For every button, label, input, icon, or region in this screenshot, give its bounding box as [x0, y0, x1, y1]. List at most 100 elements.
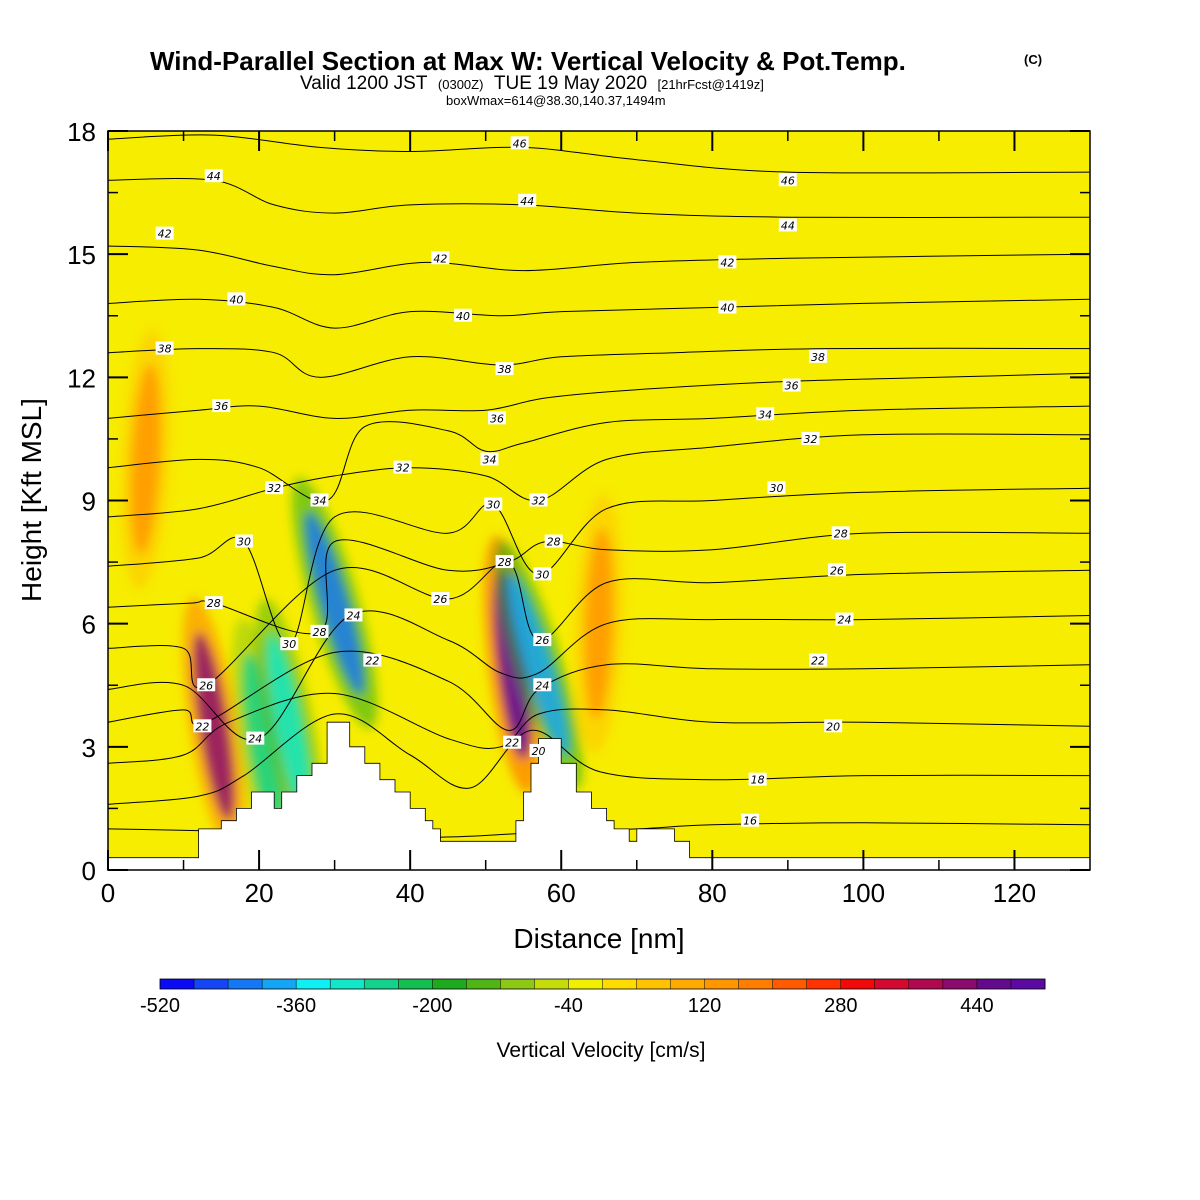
velocity-cell-2 [266, 633, 313, 820]
contour-label-43: 20 [824, 719, 843, 733]
colorbar-swatch [500, 979, 535, 989]
contour-label-bg [518, 193, 537, 207]
colorbar-swatch [194, 979, 229, 989]
contour-label-bg [778, 173, 797, 187]
x-tick-label: 120 [993, 878, 1036, 908]
contour-label-15: 36 [212, 399, 231, 413]
colorbar-swatch [398, 979, 433, 989]
contour-labels: 44 46 46 42 44 44 42 42 40 40 40 38 38 38 36 36 34 36 32 34… [155, 136, 854, 828]
valid-date: TUE 19 May 2020 [494, 73, 647, 94]
y-tick-label: 6 [82, 610, 96, 640]
contour-label-2: 46 [778, 173, 797, 187]
contour-label-22: 30 [767, 481, 786, 495]
contour-label-text: 36 [214, 400, 228, 413]
colorbar-swatch [772, 979, 808, 989]
contour-label-text: 28 [313, 626, 327, 639]
contour-label-text: 22 [505, 737, 519, 750]
contour-label-text: 22 [811, 655, 825, 668]
velocity-cell-6 [584, 528, 614, 719]
contour-label-text: 32 [804, 433, 818, 446]
contour-label-49: 16 [741, 813, 760, 828]
contour-label-bg [529, 493, 548, 507]
colorbar-tick-label: -520 [140, 995, 180, 1017]
contour-label-bg [155, 341, 174, 355]
contour-label-38: 26 [533, 633, 552, 647]
contour-label-26: 28 [831, 526, 850, 540]
box-info: boxWmax=614@38.30,140.37,1494m [446, 93, 666, 108]
contour-label-bg [488, 411, 507, 425]
contour-label-45: 24 [246, 731, 265, 746]
contour-label-46: 22 [503, 735, 522, 750]
y-tick-label: 9 [82, 487, 96, 517]
contour-label-bg [454, 308, 473, 322]
contour-label-40: 22 [809, 653, 828, 668]
contour-label-bg [310, 624, 329, 638]
plot-area: 44 46 46 42 44 44 42 42 40 40 40 38 38 38 36 36 34 36 32 34… [108, 131, 1090, 870]
contour-label-bg [310, 493, 329, 507]
colorbar-tick-label: -360 [276, 995, 316, 1017]
contour-label-30: 28 [495, 555, 514, 569]
colorbar-tick-label: -40 [554, 995, 583, 1017]
colorbar-swatch [568, 979, 603, 989]
contour-label-text: 24 [838, 614, 852, 627]
contour-label-text: 24 [248, 733, 262, 746]
contour-label-bg [280, 637, 299, 651]
x-tick-label: 0 [101, 878, 115, 908]
contour-label-10: 40 [718, 300, 737, 315]
contour-18 [108, 713, 1090, 805]
colorbar-swatch [670, 979, 706, 989]
contour-label-29: 26 [827, 563, 846, 577]
y-axis-title: Height [Kft MSL] [16, 398, 47, 602]
contour-label-bg [484, 497, 503, 511]
contour-label-text: 28 [834, 527, 848, 540]
contour-label-bg [212, 399, 231, 413]
contour-label-text: 38 [158, 343, 172, 356]
colorbar-swatch [262, 979, 297, 989]
contour-label-11: 38 [155, 341, 174, 356]
contour-label-text: 46 [513, 137, 527, 150]
contour-label-text: 30 [486, 499, 500, 512]
contour-label-text: 36 [785, 380, 799, 393]
contour-label-bg [197, 678, 216, 692]
contour-label-36: 28 [310, 624, 329, 639]
contour-label-bg [204, 169, 223, 183]
contour-label-text: 26 [199, 679, 213, 692]
contour-label-bg [480, 452, 499, 466]
contour-label-13: 38 [495, 362, 514, 376]
contour-label-text: 26 [830, 564, 844, 577]
contour-label-41: 26 [197, 678, 216, 692]
terrain [108, 721, 1090, 870]
contour-label-bg [495, 555, 514, 569]
colorbar-tick-label: 440 [960, 995, 993, 1017]
colorbar-swatch [942, 979, 978, 989]
contour-label-text: 28 [498, 556, 512, 569]
contour-36 [108, 372, 1090, 419]
contour-label-1: 46 [510, 136, 529, 150]
copyright-mark: (C) [1024, 52, 1042, 67]
contour-label-4: 44 [518, 193, 537, 208]
contour-label-bg [227, 292, 246, 306]
contour-label-bg [431, 592, 450, 606]
y-tick-label: 18 [67, 117, 96, 147]
colorbar-swatch [228, 979, 263, 989]
contour-label-text: 18 [751, 774, 765, 787]
colorbar-swatch [330, 979, 365, 989]
contour-label-text: 42 [433, 252, 447, 265]
contour-label-28: 28 [544, 534, 563, 549]
contour-label-bg [533, 678, 552, 692]
x-tick-label: 40 [396, 878, 425, 908]
contour-label-bg [265, 481, 284, 495]
contour-label-0: 44 [204, 169, 223, 183]
contour-label-text: 20 [826, 720, 840, 733]
contour-label-text: 42 [720, 256, 734, 269]
colorbar-swatch [364, 979, 399, 989]
contour-label-bg [510, 136, 529, 150]
contour-44 [108, 177, 1090, 219]
contour-label-9: 40 [454, 308, 473, 323]
contour-label-text: 22 [365, 655, 379, 668]
colorbar-swatch [738, 979, 774, 989]
contour-34 [108, 405, 1090, 502]
contour-label-25: 30 [484, 497, 503, 512]
contour-label-bg [533, 633, 552, 647]
contour-label-27: 30 [234, 534, 253, 549]
